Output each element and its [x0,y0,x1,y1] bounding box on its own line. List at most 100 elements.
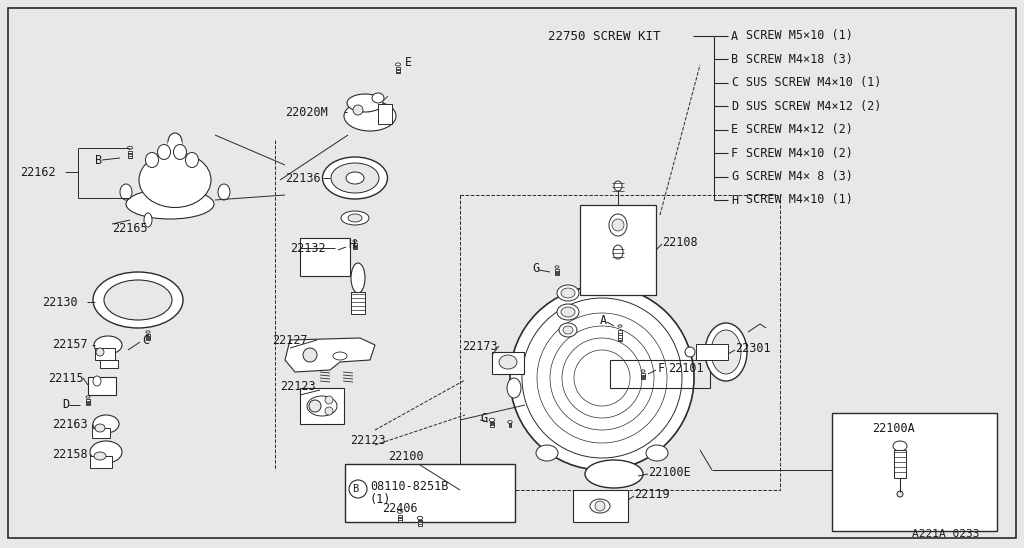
Ellipse shape [168,133,182,151]
Ellipse shape [353,105,362,115]
Bar [580,205,656,295]
Text: 22108: 22108 [662,236,697,248]
Ellipse shape [341,211,369,225]
Text: SCREW M4×18 (3): SCREW M4×18 (3) [746,53,853,66]
Bar [492,352,524,374]
Bar [95,348,115,360]
Bar [398,515,402,522]
Text: SCREW M5×10 (1): SCREW M5×10 (1) [746,30,853,43]
Circle shape [537,313,667,443]
Ellipse shape [158,145,171,159]
Ellipse shape [344,101,396,131]
Ellipse shape [685,347,695,357]
Bar [618,330,622,341]
Text: G: G [731,170,738,183]
Text: 22157: 22157 [52,339,88,351]
Ellipse shape [618,325,622,327]
Text: A221A 0233: A221A 0233 [912,529,980,539]
Bar [345,464,515,522]
Polygon shape [285,338,375,372]
Ellipse shape [126,189,214,219]
Text: 22406: 22406 [382,501,418,515]
Bar [509,423,511,427]
Text: 22123: 22123 [350,433,386,447]
Text: C: C [731,76,738,89]
Text: B: B [352,484,358,494]
Text: 22301: 22301 [735,341,771,355]
Circle shape [897,491,903,497]
Text: E: E [406,55,412,68]
Ellipse shape [705,323,746,381]
Text: F: F [731,147,738,159]
Bar [168,142,182,160]
Text: SCREW M4×12 (2): SCREW M4×12 (2) [746,123,853,136]
Bar [378,104,392,124]
Text: 22100A: 22100A [872,421,914,435]
Ellipse shape [561,307,575,317]
Bar [490,421,494,426]
Ellipse shape [96,348,104,356]
Ellipse shape [711,330,741,374]
Ellipse shape [323,157,387,199]
Text: (1): (1) [370,493,391,505]
Ellipse shape [613,245,623,259]
Ellipse shape [417,516,423,520]
Ellipse shape [128,146,132,149]
Circle shape [522,298,682,458]
Text: 22158: 22158 [52,448,88,461]
Bar [894,450,906,478]
Ellipse shape [351,263,365,293]
Bar [460,195,780,490]
Ellipse shape [893,441,907,451]
Ellipse shape [536,445,558,461]
Text: F: F [658,362,666,374]
Text: C: C [142,334,150,346]
Bar [128,151,132,158]
Text: E: E [731,123,738,136]
Ellipse shape [353,240,357,242]
Text: SCREW M4×10 (1): SCREW M4×10 (1) [746,193,853,207]
Bar [610,360,710,388]
Ellipse shape [557,285,579,301]
Ellipse shape [347,94,383,112]
Bar [641,373,644,379]
Bar [92,428,110,438]
Ellipse shape [93,415,119,433]
Text: 22173: 22173 [462,340,498,352]
Bar [696,344,728,360]
Ellipse shape [555,266,559,268]
Text: 22101: 22101 [668,362,703,374]
Bar [418,520,422,526]
Text: 22130: 22130 [42,295,78,309]
Circle shape [612,219,624,231]
Circle shape [574,350,630,406]
Ellipse shape [144,213,152,227]
Text: 22119: 22119 [634,488,670,500]
Ellipse shape [104,280,172,320]
Ellipse shape [557,304,579,320]
Text: 22162: 22162 [20,165,55,179]
Text: D: D [731,100,738,113]
Bar [353,243,356,248]
Text: 22163: 22163 [52,418,88,431]
Text: 22115: 22115 [48,372,84,385]
Circle shape [303,348,317,362]
Ellipse shape [346,172,364,184]
Ellipse shape [218,184,230,200]
Ellipse shape [145,152,159,168]
Ellipse shape [563,326,573,334]
Ellipse shape [348,214,362,222]
Text: G: G [480,412,487,425]
Text: 22100E: 22100E [648,465,691,478]
Ellipse shape [585,460,643,488]
Circle shape [309,400,321,412]
Ellipse shape [331,163,379,193]
Ellipse shape [590,499,610,513]
Circle shape [510,286,694,470]
Ellipse shape [146,331,150,333]
Ellipse shape [561,288,575,298]
Bar [300,238,350,276]
Text: B: B [731,53,738,66]
Ellipse shape [499,355,517,369]
Ellipse shape [94,336,122,354]
